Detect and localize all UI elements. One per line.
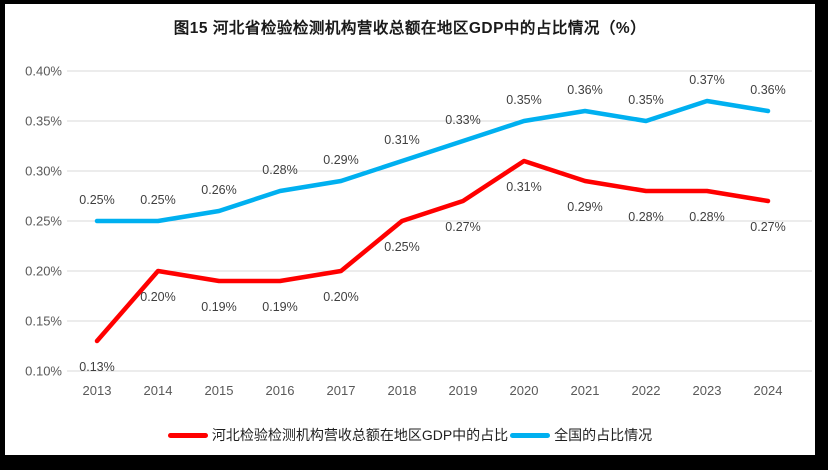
x-axis-tick-label: 2023 xyxy=(693,383,722,398)
legend-label-national: 全国的占比情况 xyxy=(554,427,653,443)
chart-canvas: 图15 河北省检验检测机构营收总额在地区GDP中的占比情况（%） 0.40% 0.… xyxy=(5,4,815,455)
x-axis-tick-label: 2021 xyxy=(571,383,600,398)
data-label: 0.29% xyxy=(323,153,358,167)
data-label: 0.35% xyxy=(628,93,663,107)
legend-item-hebei: 河北检验检测机构营收总额在地区GDP中的占比 xyxy=(167,425,509,445)
data-label: 0.13% xyxy=(79,360,114,374)
y-axis-tick-label: 0.30% xyxy=(25,164,62,179)
y-axis-tick-label: 0.25% xyxy=(25,214,62,229)
line-chart: 0.40% 0.35% 0.30% 0.25% 0.20% 0.15% 0.10% 2013 2… xyxy=(25,64,812,398)
x-axis-tick-label: 2017 xyxy=(327,383,356,398)
x-axis-tick-label: 2013 xyxy=(83,383,112,398)
chart-title: 图15 河北省检验检测机构营收总额在地区GDP中的占比情况（%） xyxy=(173,20,647,37)
x-axis-tick-label: 2022 xyxy=(632,383,661,398)
data-label: 0.26% xyxy=(201,183,236,197)
y-axis-tick-label: 0.35% xyxy=(25,114,62,129)
data-label: 0.20% xyxy=(323,290,358,304)
data-label: 0.25% xyxy=(79,193,114,207)
legend-item-national: 全国的占比情况 xyxy=(510,425,652,445)
data-label: 0.27% xyxy=(750,220,785,234)
x-axis-tick-label: 2016 xyxy=(266,383,295,398)
data-label: 0.33% xyxy=(445,113,480,127)
x-axis-tick-label: 2018 xyxy=(388,383,417,398)
data-label: 0.37% xyxy=(689,73,724,87)
data-label: 0.36% xyxy=(750,83,785,97)
x-axis-tick-label: 2024 xyxy=(754,383,783,398)
data-label: 0.19% xyxy=(262,300,297,314)
y-axis-tick-label: 0.40% xyxy=(25,64,62,79)
y-axis-tick-label: 0.20% xyxy=(25,264,62,279)
y-axis-tick-label: 0.15% xyxy=(25,314,62,329)
legend-swatch-national-blue-line xyxy=(510,432,551,438)
series-line-1 xyxy=(94,98,771,224)
x-axis-tick-label: 2014 xyxy=(144,383,173,398)
x-axis-tick-label: 2015 xyxy=(205,383,234,398)
data-label: 0.29% xyxy=(567,200,602,214)
data-label: 0.25% xyxy=(384,240,419,254)
data-label: 0.28% xyxy=(628,210,663,224)
data-label: 0.35% xyxy=(506,93,541,107)
data-label: 0.31% xyxy=(384,133,419,147)
data-label: 0.28% xyxy=(689,210,724,224)
chart-legend: 河北检验检测机构营收总额在地区GDP中的占比 全国的占比情况 xyxy=(5,425,815,445)
series-line-0 xyxy=(94,158,771,344)
legend-label-hebei: 河北检验检测机构营收总额在地区GDP中的占比 xyxy=(211,427,509,443)
y-axis-tick-label: 0.10% xyxy=(25,364,62,379)
x-axis-tick-label: 2020 xyxy=(510,383,539,398)
x-axis-tick-label: 2019 xyxy=(449,383,478,398)
data-label: 0.36% xyxy=(567,83,602,97)
data-label: 0.25% xyxy=(140,193,175,207)
data-label: 0.28% xyxy=(262,163,297,177)
legend-swatch-hebei-red-line xyxy=(167,432,208,438)
data-label: 0.27% xyxy=(445,220,480,234)
data-label: 0.20% xyxy=(140,290,175,304)
data-label: 0.19% xyxy=(201,300,236,314)
data-label: 0.31% xyxy=(506,180,541,194)
